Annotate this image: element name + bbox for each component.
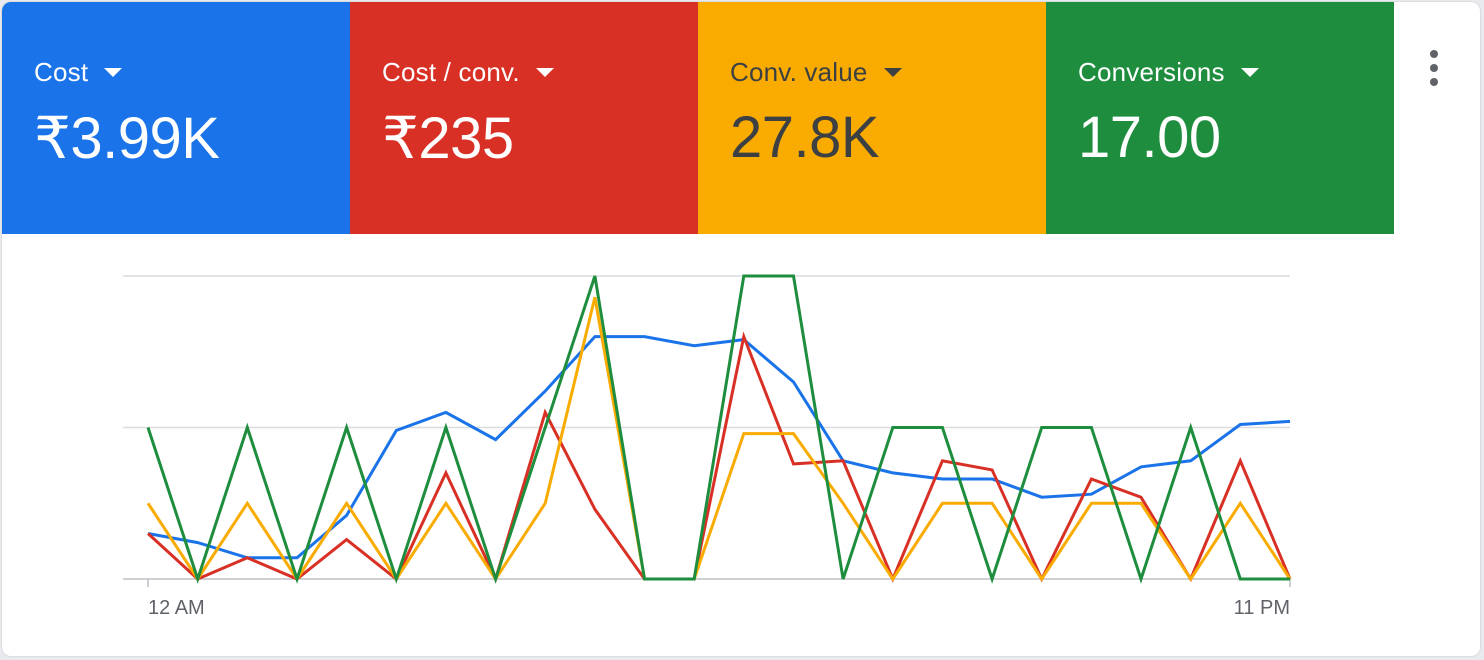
metric-header: Conversions xyxy=(1078,54,1394,90)
series-line-cost-per-conv xyxy=(146,331,1292,584)
metric-name: Cost xyxy=(34,56,89,87)
dropdown-arrow-icon[interactable] xyxy=(535,67,554,77)
metric-name: Cost / conv. xyxy=(382,56,520,87)
series-line-cost xyxy=(147,335,1291,560)
metric-tiles: Cost ₹3.99K Cost / conv. ₹235 Conv. valu… xyxy=(2,2,1394,234)
dropdown-arrow-icon[interactable] xyxy=(1240,67,1259,77)
dropdown-arrow-icon[interactable] xyxy=(104,67,123,77)
more-dot xyxy=(1430,64,1438,72)
chart-grid xyxy=(123,275,1291,587)
x-tick-label-end: 11 PM xyxy=(1234,597,1290,619)
series-line-conversions xyxy=(146,274,1290,584)
more-dot xyxy=(1430,78,1438,86)
metric-tile-conversions[interactable]: Conversions 17.00 xyxy=(1046,2,1394,234)
metric-value: ₹235 xyxy=(382,106,514,171)
x-tick-label-start: 12 AM xyxy=(148,597,205,619)
dropdown-arrow-icon[interactable] xyxy=(883,67,902,77)
metric-header: Cost / conv. xyxy=(382,54,698,90)
series-line-conv-value xyxy=(146,296,1292,582)
metric-tile-cost-per-conv[interactable]: Cost / conv. ₹235 xyxy=(350,2,698,234)
metric-header: Conv. value xyxy=(730,54,1046,90)
chart-series xyxy=(146,274,1292,584)
metric-name: Conversions xyxy=(1078,56,1225,87)
more-vert-icon[interactable] xyxy=(1416,44,1452,92)
metric-tile-cost[interactable]: Cost ₹3.99K xyxy=(2,2,350,234)
metric-tile-conv-value[interactable]: Conv. value 27.8K xyxy=(698,2,1046,234)
metric-header: Cost xyxy=(34,54,350,90)
metric-value: ₹3.99K xyxy=(34,106,220,171)
metric-value: 17.00 xyxy=(1078,105,1221,170)
metric-value: 27.8K xyxy=(730,105,880,170)
more-dot xyxy=(1430,50,1438,58)
metric-name: Conv. value xyxy=(730,56,868,87)
